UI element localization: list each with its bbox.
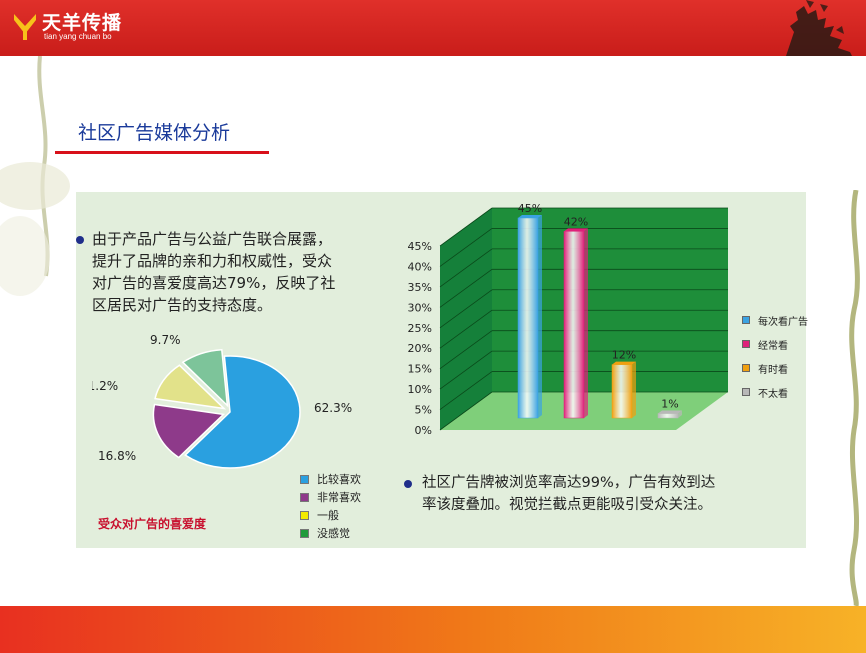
pie-chart-title: 受众对广告的喜爱度 xyxy=(98,517,207,531)
pie-slice xyxy=(154,364,227,410)
legend-item: 非常喜欢 xyxy=(300,488,361,506)
legend-swatch xyxy=(300,492,309,502)
y-tick-label: 35% xyxy=(408,281,432,294)
grid-line xyxy=(439,330,493,369)
brand-logo-icon xyxy=(14,14,36,40)
pie-slice xyxy=(184,355,301,469)
bar-side xyxy=(584,228,588,418)
bar xyxy=(563,231,585,419)
bar-top xyxy=(518,215,542,218)
header-bar: 天羊传播 tian yang chuan bo xyxy=(0,0,866,56)
y-tick-label: 25% xyxy=(408,322,432,335)
y-tick-label: 15% xyxy=(408,363,432,376)
bar xyxy=(611,364,633,419)
vine-decoration-right xyxy=(849,190,860,606)
legend-label: 经常看 xyxy=(758,340,788,352)
legend-item: 经常看 xyxy=(742,332,808,356)
y-tick-label: 45% xyxy=(408,240,432,253)
vine-decoration-left xyxy=(0,56,70,296)
legend-label: 每次看广告 xyxy=(758,316,808,328)
text-line: 率该度叠加。视觉拦截点更能吸引受众关注。 xyxy=(422,497,712,513)
bar-value-label: 42% xyxy=(564,215,588,228)
brand-name: 天羊传播 xyxy=(42,12,123,34)
legend-label: 有时看 xyxy=(758,364,788,376)
legend-swatch xyxy=(300,474,309,484)
side-wall xyxy=(440,208,492,430)
y-tick-label: 40% xyxy=(408,260,432,273)
pie-slice xyxy=(152,403,226,459)
bar-top xyxy=(564,228,588,232)
page-title: 社区广告媒体分析 xyxy=(78,122,231,144)
legend-swatch xyxy=(742,364,750,372)
legend-item: 每次看广告 xyxy=(742,308,808,332)
title-underline xyxy=(55,151,269,154)
bar-top xyxy=(612,361,636,365)
pie-slice-label: 9.7% xyxy=(150,333,181,347)
analysis-text-2: 社区广告牌被浏览率高达99%，广告有效到达 率该度叠加。视觉拦截点更能吸引受众关… xyxy=(422,472,792,516)
pie-slice xyxy=(181,348,229,408)
grid-line xyxy=(439,248,493,288)
grid-line xyxy=(439,207,493,247)
legend-swatch xyxy=(742,388,750,396)
footer-bar xyxy=(0,606,866,653)
legend-swatch xyxy=(300,528,309,538)
legend-swatch xyxy=(300,510,309,520)
y-tick-label: 30% xyxy=(408,301,432,314)
grid-line xyxy=(439,371,493,410)
pie-slice-label: 62.3% xyxy=(314,401,352,415)
grid-line xyxy=(439,309,493,349)
grid-line xyxy=(439,391,493,431)
bullet-icon xyxy=(404,480,412,488)
legend-label: 没感觉 xyxy=(317,527,350,540)
bar-value-label: 12% xyxy=(612,349,636,362)
y-tick-label: 5% xyxy=(415,404,432,417)
grid-line xyxy=(439,228,493,267)
pie-slice-label: 11.2% xyxy=(92,379,118,393)
bar-top xyxy=(658,410,682,414)
text-line: 社区广告牌被浏览率高达99%，广告有效到达 xyxy=(422,475,716,491)
bar-side xyxy=(678,410,682,418)
legend-label: 比较喜欢 xyxy=(317,473,361,486)
legend-label: 非常喜欢 xyxy=(317,491,361,504)
legend-item: 没感觉 xyxy=(300,524,361,542)
bar-legend: 每次看广告经常看有时看不太看 xyxy=(742,308,808,404)
legend-item: 一般 xyxy=(300,506,361,524)
pie-slice-label: 16.8% xyxy=(98,449,136,463)
bullet-icon xyxy=(76,236,84,244)
bar-chart: 0% 5% 10% 15% 20% 25% 30% 35% 40% 45% 45% 42% 12% 1% xyxy=(408,202,728,437)
pie-chart: 62.3% 16.8% 11.2% 9.7% xyxy=(92,333,352,469)
legend-item: 不太看 xyxy=(742,380,808,404)
y-tick-label: 0% xyxy=(415,424,432,437)
text-line: 由于产品广告与公益广告联合展露， xyxy=(92,230,333,248)
legend-item: 有时看 xyxy=(742,356,808,380)
bar-side xyxy=(632,361,636,418)
bar xyxy=(657,413,679,419)
grid-line xyxy=(439,289,493,329)
legend-item: 比较喜欢 xyxy=(300,470,361,488)
y-tick-label: 20% xyxy=(408,342,432,355)
legend-swatch xyxy=(742,316,750,324)
ink-brush-decoration xyxy=(786,0,852,56)
pie-legend: 比较喜欢非常喜欢一般没感觉 xyxy=(300,470,361,542)
bar-value-label: 45% xyxy=(518,202,542,215)
text-line: 提升了品牌的亲和力和权威性，受众 xyxy=(92,252,333,270)
analysis-text-1: 由于产品广告与公益广告联合展露， 提升了品牌的亲和力和权威性，受众 对广告的喜爱… xyxy=(92,228,392,316)
bar xyxy=(517,217,539,419)
bar-value-label: 1% xyxy=(661,398,678,411)
brand-name-en: tian yang chuan bo xyxy=(44,32,112,41)
grid-line xyxy=(439,350,493,390)
y-tick-label: 10% xyxy=(408,383,432,396)
legend-swatch xyxy=(742,340,750,348)
bar-side xyxy=(538,215,542,418)
text-line: 对广告的喜爱度高达79%，反映了社 xyxy=(92,274,336,292)
legend-label: 不太看 xyxy=(758,388,788,400)
grid-line xyxy=(439,269,493,308)
legend-label: 一般 xyxy=(317,509,339,522)
text-line: 区居民对广告的支持态度。 xyxy=(92,296,273,314)
